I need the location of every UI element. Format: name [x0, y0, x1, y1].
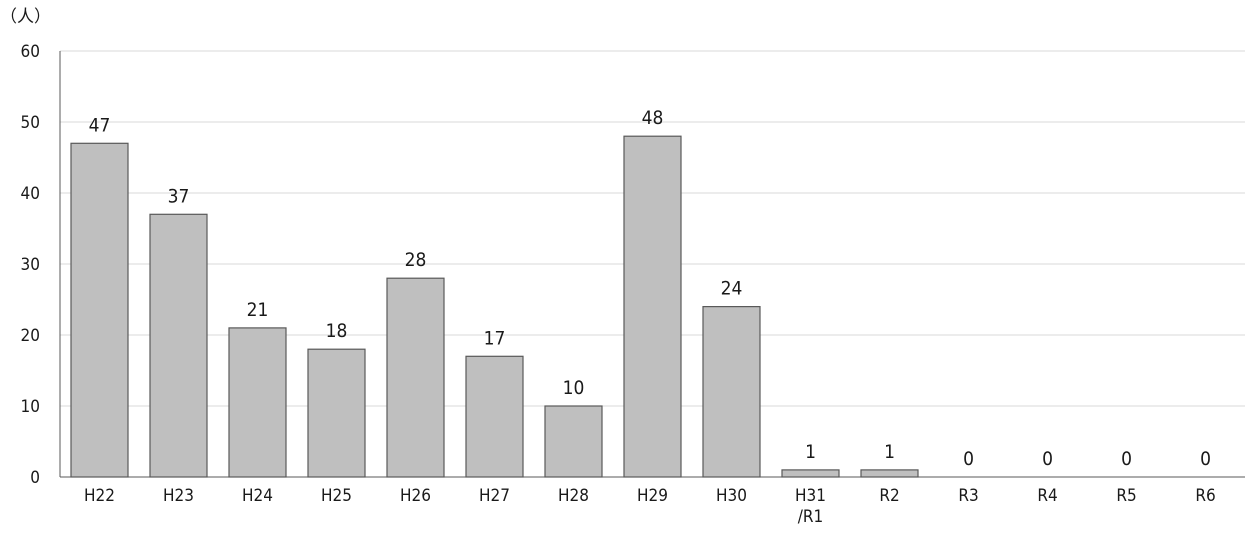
data-label: 18: [326, 320, 348, 342]
y-tick-label: 60: [21, 42, 40, 62]
data-label: 10: [563, 377, 585, 399]
data-label: 21: [247, 299, 269, 321]
data-label: 0: [963, 448, 974, 470]
data-label: 24: [721, 278, 743, 300]
bar-3: [307, 348, 366, 478]
x-tick-label: R2: [879, 486, 899, 506]
bar-8: [702, 306, 761, 478]
bar-4: [386, 277, 445, 478]
x-tick-label: R3: [958, 486, 978, 506]
data-label: 1: [884, 441, 895, 463]
x-tick-label: H29: [637, 486, 668, 506]
y-tick-label: 20: [21, 326, 40, 346]
axes: [59, 51, 1245, 478]
data-label: 0: [1042, 448, 1053, 470]
x-tick-label: H25: [321, 486, 352, 506]
y-tick-label: 10: [21, 397, 40, 417]
y-tick-label: 0: [30, 468, 40, 488]
data-label: 48: [642, 107, 664, 129]
bar-9: [781, 469, 840, 478]
x-tick-label: H23: [163, 486, 194, 506]
x-tick-label: R5: [1116, 486, 1136, 506]
data-label: 0: [1121, 448, 1132, 470]
y-tick-label: 40: [21, 184, 40, 204]
x-tick-label: H27: [479, 486, 510, 506]
x-tick-label: H30: [716, 486, 747, 506]
data-label: 28: [405, 249, 427, 271]
y-tick-label: 30: [21, 255, 40, 275]
y-axis-unit-label: （人）: [0, 7, 51, 27]
bar-2: [228, 327, 287, 478]
x-tick-label: H26: [400, 486, 431, 506]
data-label: 17: [484, 327, 506, 349]
bar-7: [623, 135, 682, 478]
x-tick-label: H24: [242, 486, 273, 506]
data-label: 47: [89, 114, 111, 136]
bar-5: [465, 355, 524, 478]
data-label: 37: [168, 185, 190, 207]
x-tick-label: R6: [1195, 486, 1215, 506]
x-tick-label: H31/R1: [795, 486, 826, 527]
x-tick-label: H22: [84, 486, 115, 506]
bar-1: [149, 213, 208, 478]
bars: [70, 135, 919, 478]
bar-10: [860, 469, 919, 478]
bar-6: [544, 405, 603, 478]
x-tick-label: H28: [558, 486, 589, 506]
data-label: 0: [1200, 448, 1211, 470]
bar-0: [70, 142, 129, 478]
labels: 010203040506047H2237H2321H2418H2528H2617…: [21, 42, 1216, 527]
data-label: 1: [805, 441, 816, 463]
y-tick-label: 50: [21, 113, 40, 133]
x-tick-label: R4: [1037, 486, 1057, 506]
